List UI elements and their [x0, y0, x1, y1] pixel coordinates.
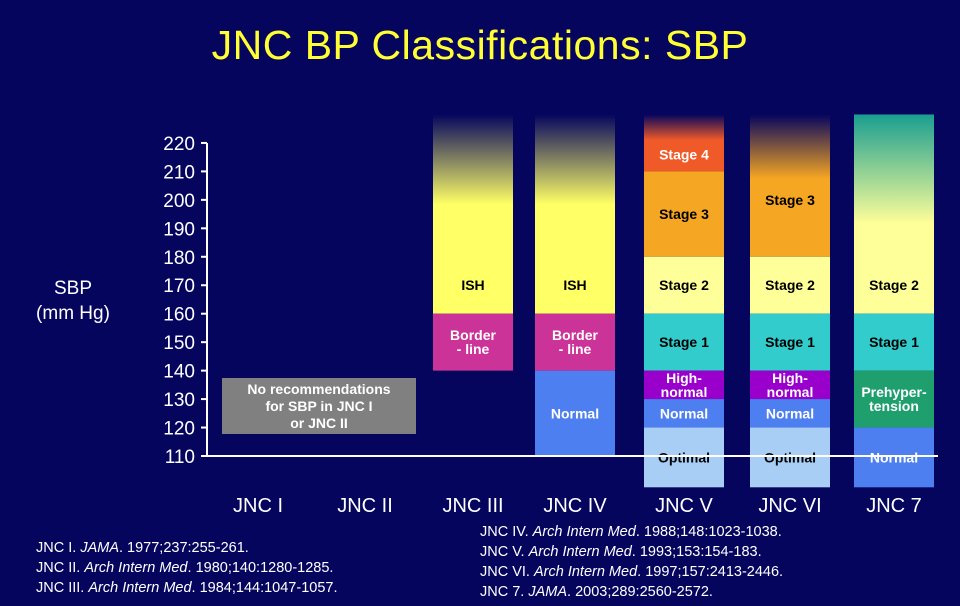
x-tick-label-jnc-iii: JNC III — [442, 495, 503, 517]
y-tick-label-200: 200 — [163, 191, 195, 212]
x-tick-label-jnc-i: JNC I — [233, 495, 283, 517]
bar-label-jnc-v-stage-1: Stage 1 — [659, 334, 709, 350]
x-tick-label-jnc-iv: JNC IV — [543, 495, 607, 517]
bar-jnc-iii-ish — [433, 114, 513, 314]
bar-label-jnc-v-stage-3: Stage 3 — [659, 206, 709, 222]
y-tick-label-120: 120 — [163, 419, 195, 440]
bar-jnc-iii-border-line — [433, 313, 513, 371]
bar-jnc-v-stage-1 — [644, 313, 724, 371]
bar-jnc-iv-normal — [535, 370, 615, 456]
bar-jnc-7-stage-2 — [854, 114, 934, 314]
bar-jnc-iv-border-line — [535, 313, 615, 371]
bar-jnc-vi-stage-3 — [750, 114, 830, 257]
references-left: JNC I. JAMA. 1977;237:255-261. JNC II. A… — [36, 538, 337, 598]
bar-jnc-v-high-normal — [644, 370, 724, 400]
bar-jnc-v-stage-4 — [644, 114, 724, 172]
x-tick-label-jnc-ii: JNC II — [337, 495, 393, 517]
reference-jnc-7: JNC 7. JAMA. 2003;289:2560-2572. — [480, 584, 713, 600]
bar-jnc-vi-stage-2 — [750, 256, 830, 314]
references-right: JNC IV. Arch Intern Med. 1988;148:1023-1… — [480, 522, 783, 602]
bar-label-jnc-v-stage-4: Stage 4 — [659, 146, 709, 162]
bar-label-jnc-7-stage-1: Stage 1 — [869, 334, 919, 350]
y-tick-label-210: 210 — [163, 162, 195, 183]
y-tick-label-170: 170 — [163, 276, 195, 297]
no-recommendation-note: No recommendations for SBP in JNC I or J… — [222, 378, 416, 434]
bar-label-jnc-7-normal: Normal — [870, 449, 918, 465]
y-tick-label-110: 110 — [165, 447, 195, 468]
bar-label-jnc-7-stage-2: Stage 2 — [869, 277, 919, 293]
y-axis-label-line-1: SBP — [53, 278, 93, 299]
bar-jnc-v-optimal — [644, 427, 724, 488]
bar-label-jnc-v-normal: Normal — [660, 405, 708, 421]
note-line-2: for SBP in JNC I — [265, 397, 373, 414]
bar-label-jnc-v-high-normal: High-normal — [661, 370, 708, 400]
note-line-1: No recommendations — [247, 380, 391, 397]
y-tick-label-160: 160 — [163, 305, 195, 326]
y-tick-label-220: 220 — [163, 134, 195, 155]
bar-jnc-v-stage-3 — [644, 171, 724, 257]
y-axis-label: SBP (mm Hg) — [18, 276, 128, 326]
bar-jnc-vi-optimal — [750, 427, 830, 488]
bar-label-jnc-iv-normal: Normal — [551, 405, 599, 421]
x-tick-label-jnc-7: JNC 7 — [866, 495, 922, 517]
reference-jnc-4: JNC IV. Arch Intern Med. 1988;148:1023-1… — [480, 524, 782, 540]
bar-jnc-7-normal — [854, 427, 934, 488]
bar-jnc-iv-ish — [535, 114, 615, 314]
bar-label-jnc-vi-stage-1: Stage 1 — [765, 334, 815, 350]
y-axis-label-line-2: (mm Hg) — [36, 303, 110, 324]
y-tick-label-190: 190 — [163, 219, 195, 240]
bar-jnc-v-stage-2 — [644, 256, 724, 314]
bar-jnc-vi-high-normal — [750, 370, 830, 400]
reference-jnc-2: JNC II. Arch Intern Med. 1980;140:1280-1… — [36, 560, 334, 576]
bar-label-jnc-v-stage-2: Stage 2 — [659, 277, 709, 293]
bar-jnc-vi-normal — [750, 399, 830, 428]
bar-label-jnc-7-prehyper-tension: Prehyper-tension — [861, 384, 927, 414]
reference-jnc-6: JNC VI. Arch Intern Med. 1997;157:2413-2… — [480, 564, 784, 580]
y-tick-label-180: 180 — [163, 248, 195, 269]
bar-label-jnc-iii-ish: ISH — [461, 277, 484, 293]
bar-label-jnc-v-optimal: Optimal — [658, 449, 710, 465]
bar-jnc-7-prehyper-tension — [854, 370, 934, 428]
bar-label-jnc-vi-normal: Normal — [766, 405, 814, 421]
bar-jnc-vi-stage-1 — [750, 313, 830, 371]
y-tick-label-140: 140 — [163, 362, 195, 383]
y-tick-label-130: 130 — [163, 390, 195, 411]
bar-label-jnc-iv-ish: ISH — [563, 277, 586, 293]
bar-label-jnc-vi-optimal: Optimal — [764, 449, 816, 465]
reference-jnc-5: JNC V. Arch Intern Med. 1993;153:154-183… — [480, 544, 762, 560]
reference-jnc-3: JNC III. Arch Intern Med. 1984;144:1047-… — [36, 580, 338, 596]
bar-jnc-7-stage-1 — [854, 313, 934, 371]
reference-jnc-1: JNC I. JAMA. 1977;237:255-261. — [36, 540, 249, 556]
bar-label-jnc-iii-border-line: Border - line — [450, 327, 496, 357]
x-tick-label-jnc-vi: JNC VI — [758, 495, 821, 517]
bar-jnc-v-normal — [644, 399, 724, 428]
bar-label-jnc-vi-stage-2: Stage 2 — [765, 277, 815, 293]
bar-label-jnc-iv-border-line: Border - line — [552, 327, 598, 357]
bar-label-jnc-vi-stage-3: Stage 3 — [765, 192, 815, 208]
note-line-3: or JNC II — [290, 414, 348, 431]
chart-title: JNC BP Classifications: SBP — [211, 22, 749, 68]
y-tick-label-150: 150 — [163, 333, 195, 354]
x-tick-label-jnc-v: JNC V — [655, 495, 713, 517]
bar-label-jnc-vi-high-normal: High-normal — [767, 370, 814, 400]
